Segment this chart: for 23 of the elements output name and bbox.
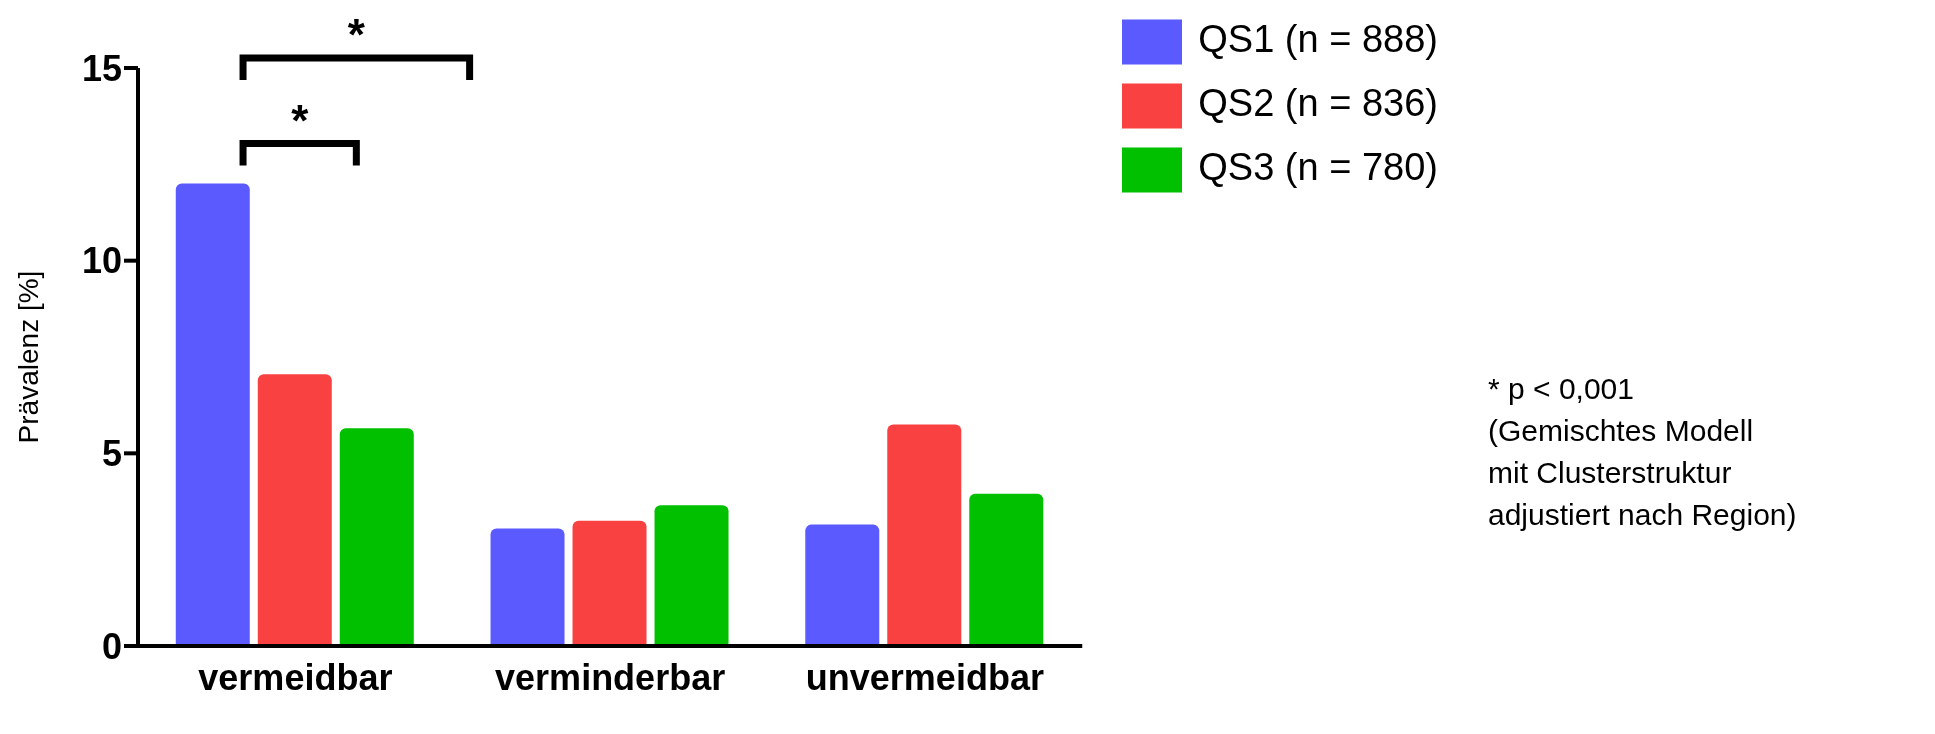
bar xyxy=(339,428,414,646)
bar xyxy=(490,528,565,646)
x-tick-label: vermeidbar xyxy=(198,656,393,698)
legend-label: QS3 (n = 780) xyxy=(1198,145,1438,188)
bar xyxy=(175,183,250,646)
y-tick-label: 10 xyxy=(81,240,122,282)
legend-label: QS1 (n = 888) xyxy=(1198,18,1438,60)
y-tick-label: 0 xyxy=(101,625,122,667)
text: * p < 0,001 (Gemischtes Modell mit Clusterstruktur adjustiert nach Region) xyxy=(1488,371,1797,533)
x-tick-label: unvermeidbar xyxy=(805,656,1044,698)
bar xyxy=(887,424,962,646)
annotation: * xyxy=(291,95,310,145)
text: * xyxy=(347,10,366,59)
bar xyxy=(654,505,729,646)
bar xyxy=(805,524,880,646)
x-tick-label: verminderbar xyxy=(495,656,726,698)
y-tick-label: 5 xyxy=(101,433,122,475)
bar xyxy=(969,493,1044,646)
bar xyxy=(572,520,647,646)
legend-label: QS2 (n = 836) xyxy=(1198,81,1438,124)
bar xyxy=(257,374,332,646)
y-axis-title: Prävalenz [%] xyxy=(12,270,44,444)
y-tick-label: 15 xyxy=(81,47,122,89)
